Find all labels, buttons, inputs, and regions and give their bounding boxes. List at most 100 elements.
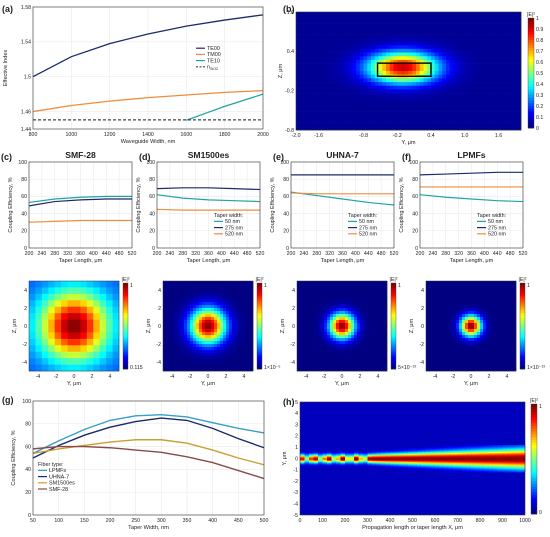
heatmap-cell-f2 [492, 332, 496, 336]
heatmap-cell-e2 [354, 299, 358, 303]
heatmap-cell-d2 [211, 344, 215, 348]
heatmap-cell-b [513, 26, 518, 31]
y-tick-label-c: 40 [21, 211, 27, 217]
heatmap-cell-e2 [306, 353, 310, 357]
heatmap-cell-b [461, 93, 466, 98]
heatmap-cell-c2 [48, 293, 56, 301]
heatmap-cell-b [303, 52, 308, 57]
heatmap-cell-b [434, 126, 439, 131]
heatmap-cell-b [438, 34, 443, 39]
heatmap-cell-e2 [351, 302, 355, 306]
heatmap-cell-f2 [447, 311, 451, 315]
x-tick-label-c2: 4 [109, 374, 112, 380]
heatmap-cell-b [314, 30, 319, 35]
heatmap-cell-f2 [501, 320, 505, 324]
heatmap-cell-e2 [351, 305, 355, 309]
heatmap-cell-b [423, 118, 428, 123]
heatmap-cell-d2 [247, 302, 251, 306]
heatmap-cell-e2 [384, 317, 388, 321]
heatmap-cell-b [389, 122, 394, 127]
heatmap-cell-e2 [351, 332, 355, 336]
heatmap-cell-f2 [474, 338, 478, 342]
heatmap-cell-b [494, 96, 499, 101]
heatmap-cell-b [438, 12, 443, 16]
heatmap-cell-f2 [504, 305, 508, 309]
heatmap-cell-b [509, 115, 514, 120]
heatmap-cell-c2 [54, 300, 62, 308]
colorbar-title-e2: |E|² [390, 277, 398, 283]
heatmap-cell-e2 [297, 335, 301, 339]
heatmap-cell-e2 [363, 317, 367, 321]
heatmap-cell-f2 [504, 332, 508, 336]
heatmap-cell-d2 [199, 314, 203, 318]
heatmap-cell-b [303, 126, 308, 131]
heatmap-cell-d2 [169, 326, 173, 330]
heatmap-cell-f2 [507, 293, 511, 297]
heatmap-cell-e2 [300, 365, 304, 369]
heatmap-cell-d2 [169, 320, 173, 324]
heatmap-cell-d2 [220, 332, 224, 336]
heatmap-cell-b [314, 59, 319, 64]
heatmap-cell-e2 [366, 284, 370, 288]
heatmap-cell-e2 [369, 359, 373, 363]
heatmap-cell-e2 [330, 293, 334, 297]
heatmap-cell-e2 [324, 353, 328, 357]
heatmap-cell-b [352, 118, 357, 123]
heatmap-cell-b [374, 12, 379, 16]
heatmap-cell-b [498, 56, 503, 61]
heatmap-cell-b [322, 82, 327, 87]
heatmap-cell-b [401, 126, 406, 131]
heatmap-cell-b [449, 26, 454, 31]
heatmap-cell-b [513, 74, 518, 79]
heatmap-cell-d2 [172, 365, 176, 369]
heatmap-cell-c2 [112, 300, 120, 308]
heatmap-cell-b [461, 82, 466, 87]
heatmap-cell-d2 [181, 305, 185, 309]
heatmap-cell-b [468, 26, 473, 31]
heatmap-cell-e2 [369, 305, 373, 309]
heatmap-cell-b [434, 115, 439, 120]
y-tick-label-e2: 0 [292, 324, 295, 330]
heatmap-cell-d2 [169, 296, 173, 300]
heatmap-cell-b [468, 37, 473, 42]
heatmap-cell-b [352, 100, 357, 105]
heatmap-cell-d2 [199, 329, 203, 333]
heatmap-cell-b [348, 56, 353, 61]
colorbar-cell-c2 [123, 308, 128, 312]
heatmap-cell-e2 [309, 305, 313, 309]
heatmap-cell-b [442, 126, 447, 131]
heatmap-cell-b [509, 104, 514, 109]
heatmap-cell-b [359, 41, 364, 46]
heatmap-cell-b [479, 34, 484, 39]
heatmap-cell-d2 [217, 290, 221, 294]
heatmap-cell-f2 [498, 284, 502, 288]
heatmap-cell-b [356, 26, 361, 31]
heatmap-cell-b [461, 23, 466, 28]
heatmap-cell-b [326, 45, 331, 50]
heatmap-cell-b [412, 107, 417, 112]
heatmap-cell-f2 [504, 311, 508, 315]
heatmap-cell-e2 [330, 368, 334, 372]
heatmap-cell-d2 [196, 302, 200, 306]
heatmap-cell-b [299, 126, 304, 131]
heatmap-cell-d2 [190, 368, 194, 372]
heatmap-cell-d2 [211, 329, 215, 333]
heatmap-cell-e2 [327, 338, 331, 342]
heatmap-cell-f2 [432, 296, 436, 300]
heatmap-cell-b [479, 15, 484, 20]
heatmap-cell-b [371, 122, 376, 127]
heatmap-cell-f2 [471, 284, 475, 288]
heatmap-cell-f2 [456, 296, 460, 300]
heatmap-cell-b [296, 41, 301, 46]
heatmap-cell-e2 [306, 317, 310, 321]
heatmap-cell-f2 [507, 311, 511, 315]
heatmap-cell-f2 [498, 332, 502, 336]
heatmap-cell-b [457, 41, 462, 46]
heatmap-cell-f2 [453, 338, 457, 342]
heatmap-cell-f2 [495, 329, 499, 333]
heatmap-cell-f2 [474, 299, 478, 303]
heatmap-cell-d2 [226, 335, 230, 339]
heatmap-cell-d2 [229, 287, 233, 291]
heatmap-cell-d2 [181, 314, 185, 318]
heatmap-cell-e2 [354, 332, 358, 336]
